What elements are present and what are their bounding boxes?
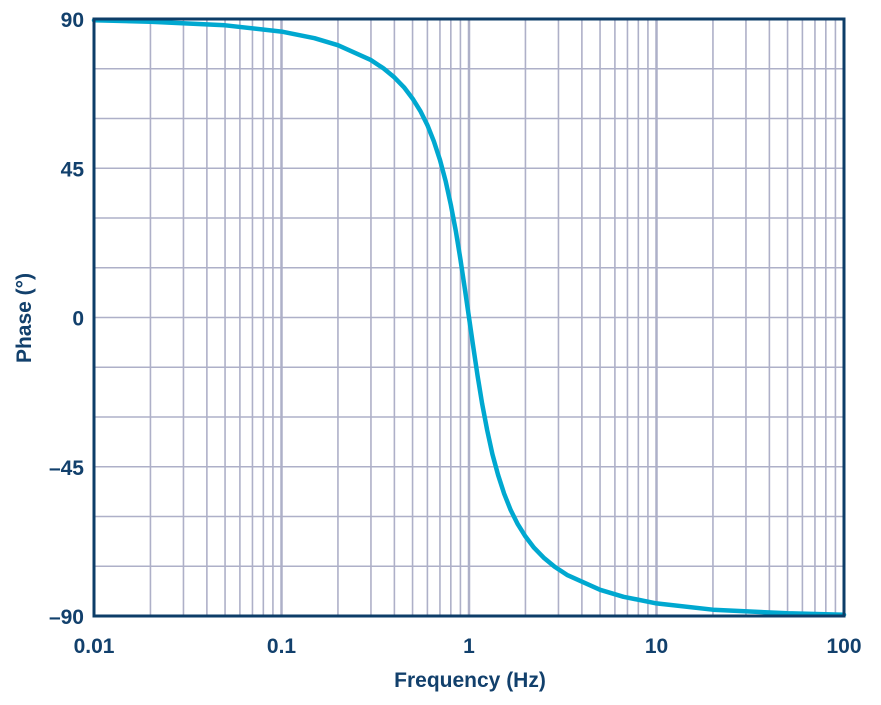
y-axis-label: Phase (°) [13, 273, 36, 363]
grid [92, 18, 844, 617]
y-tick-labels: 90 45 0 –45 –90 [49, 9, 84, 629]
y-tick-label: –90 [49, 606, 84, 629]
y-tick-label: 45 [61, 158, 85, 181]
plot-frame [92, 17, 846, 618]
x-tick-label: 0.01 [74, 635, 115, 658]
x-tick-label: 10 [645, 635, 668, 658]
y-tick-label: 0 [72, 308, 84, 331]
x-tick-label: 1 [463, 635, 475, 658]
x-tick-labels: 0.01 0.1 1 10 100 [74, 635, 862, 658]
x-axis-label: Frequency (Hz) [394, 669, 546, 692]
phase-curve [91, 18, 847, 617]
x-tick-label: 0.1 [267, 635, 297, 658]
y-tick-label: 90 [61, 9, 84, 32]
x-tick-label: 100 [826, 635, 861, 658]
y-tick-label: –45 [49, 457, 84, 480]
